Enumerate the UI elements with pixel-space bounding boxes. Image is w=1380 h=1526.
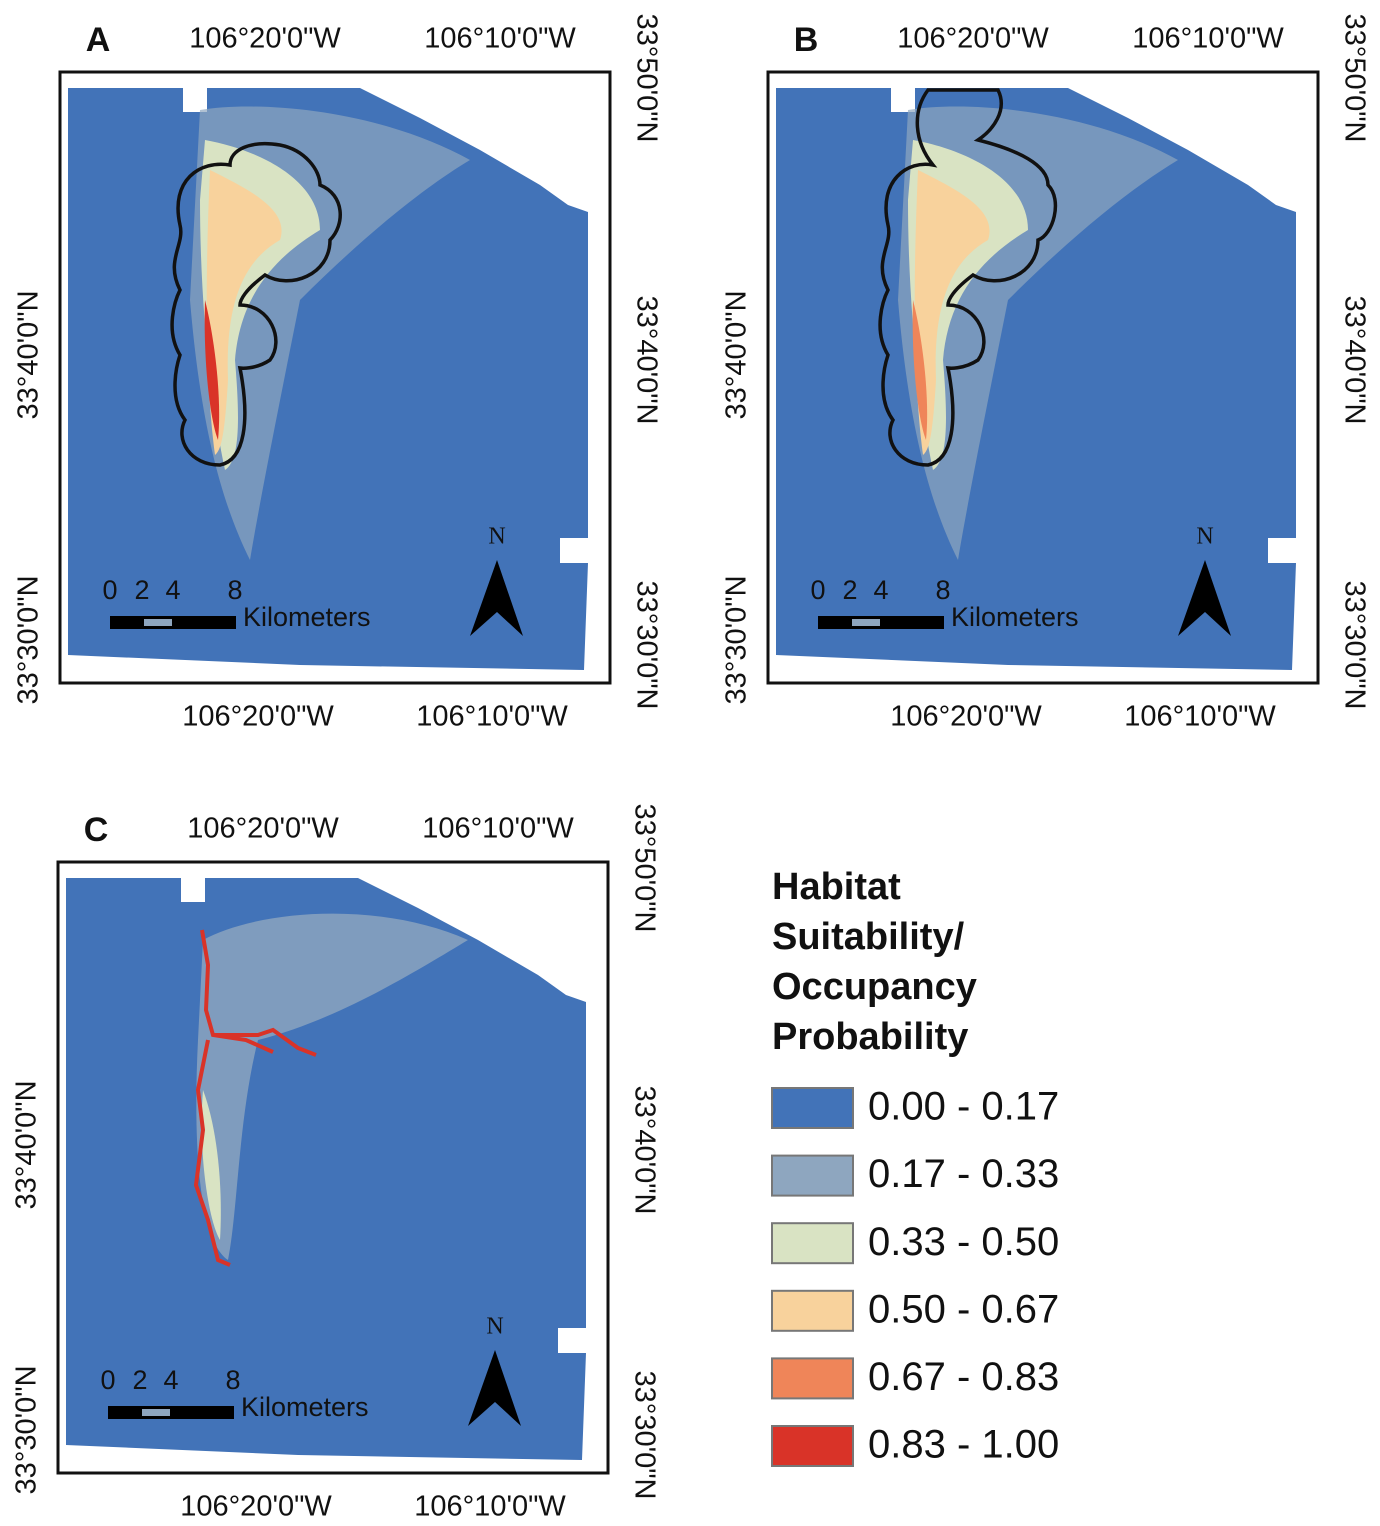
latitude-label: 33°40'0"N bbox=[13, 290, 45, 419]
latitude-label: 33°30'0"N bbox=[11, 1365, 43, 1494]
north-label: N bbox=[1196, 524, 1213, 550]
scale-unit: Kilometers bbox=[951, 602, 1079, 632]
map-panel: C 106°20'0"W 106°10'0"W 106°20'0"W 106°10'0"… bbox=[11, 803, 661, 1522]
longitude-label: 106°20'0"W bbox=[182, 701, 334, 733]
latitude-label: 33°40'0"N bbox=[628, 1085, 660, 1214]
latitude-label: 33°40'0"N bbox=[1338, 295, 1370, 424]
legend-title: Suitability/ bbox=[772, 916, 965, 958]
north-label: N bbox=[488, 524, 505, 550]
habitat-high bbox=[914, 170, 990, 455]
scale-bar-seg bbox=[142, 1409, 170, 1416]
latitude-label: 33°40'0"N bbox=[630, 295, 662, 424]
latitude-label: 33°30'0"N bbox=[1338, 580, 1370, 709]
longitude-label: 106°20'0"W bbox=[890, 701, 1042, 733]
panel-label: C bbox=[84, 811, 109, 849]
longitude-label: 106°20'0"W bbox=[189, 23, 341, 55]
scale-bar-seg bbox=[144, 619, 172, 626]
scale-label: 4 bbox=[165, 575, 180, 605]
latitude-label: 33°50'0"N bbox=[1338, 13, 1370, 142]
north-arrow bbox=[470, 560, 523, 636]
scale-unit: Kilometers bbox=[243, 602, 371, 632]
map-panel: A 106°20'0"W 106°10'0"W 106°20'0"W 106°10'0"… bbox=[13, 13, 663, 732]
north-arrow bbox=[1178, 560, 1231, 636]
habitat-low bbox=[196, 913, 468, 1260]
occupancy-outline bbox=[170, 142, 342, 467]
north-label: N bbox=[486, 1314, 503, 1340]
scale-label: 0 bbox=[810, 575, 825, 605]
latitude-label: 33°30'0"N bbox=[628, 1370, 660, 1499]
longitude-label: 106°20'0"W bbox=[180, 1491, 332, 1521]
scale-unit: Kilometers bbox=[241, 1392, 369, 1422]
legend-label: 0.50 - 0.67 bbox=[868, 1287, 1059, 1331]
latitude-label: 33°40'0"N bbox=[11, 1080, 43, 1209]
panel-label: B bbox=[794, 21, 819, 59]
longitude-label: 106°20'0"W bbox=[187, 813, 339, 845]
legend-label: 0.67 - 0.83 bbox=[868, 1355, 1059, 1399]
legend-title: Probability bbox=[772, 1016, 968, 1058]
scale-label: 4 bbox=[163, 1365, 178, 1395]
occupancy-outline bbox=[878, 88, 1058, 467]
scale-bar bbox=[818, 616, 944, 629]
map-panel: B 106°20'0"W 106°10'0"W 106°20'0"W 106°10'0"… bbox=[721, 13, 1371, 732]
latitude-label: 33°50'0"N bbox=[628, 803, 660, 932]
scale-label: 0 bbox=[102, 575, 117, 605]
scale-label: 4 bbox=[873, 575, 888, 605]
longitude-label: 106°10'0"W bbox=[414, 1491, 566, 1521]
legend-swatch bbox=[771, 1154, 854, 1197]
stream-corridor bbox=[193, 929, 317, 1267]
scale-label: 0 bbox=[100, 1365, 115, 1395]
longitude-label: 106°10'0"W bbox=[416, 701, 568, 733]
north-arrow bbox=[468, 1350, 521, 1426]
legend-label: 0.17 - 0.33 bbox=[868, 1152, 1059, 1196]
longitude-label: 106°10'0"W bbox=[422, 813, 574, 845]
legend-title: Occupancy bbox=[772, 966, 977, 1008]
scale-bar bbox=[110, 616, 236, 629]
longitude-label: 106°10'0"W bbox=[1124, 701, 1276, 733]
legend-swatch bbox=[771, 1289, 854, 1332]
latitude-label: 33°30'0"N bbox=[721, 575, 753, 704]
habitat-high bbox=[206, 170, 282, 455]
scale-label: 2 bbox=[134, 575, 149, 605]
scale-label: 8 bbox=[935, 575, 950, 605]
longitude-label: 106°10'0"W bbox=[424, 23, 576, 55]
scale-label: 8 bbox=[225, 1365, 240, 1395]
habitat-top bbox=[912, 300, 928, 440]
study-area bbox=[66, 878, 586, 1460]
legend-swatch bbox=[771, 1222, 854, 1265]
legend-label: 0.00 - 0.17 bbox=[868, 1085, 1059, 1129]
latitude-label: 33°30'0"N bbox=[630, 580, 662, 709]
legend-swatch bbox=[771, 1087, 854, 1129]
longitude-label: 106°10'0"W bbox=[1132, 23, 1284, 55]
legend-swatch bbox=[771, 1357, 854, 1400]
legend-label: 0.33 - 0.50 bbox=[868, 1220, 1059, 1264]
latitude-label: 33°40'0"N bbox=[721, 290, 753, 419]
scale-label: 2 bbox=[132, 1365, 147, 1395]
scale-label: 8 bbox=[227, 575, 242, 605]
legend-title: Habitat bbox=[772, 866, 901, 908]
latitude-label: 33°30'0"N bbox=[13, 575, 45, 704]
habitat-mid bbox=[201, 1090, 221, 1240]
scale-bar-seg bbox=[852, 619, 880, 626]
longitude-label: 106°20'0"W bbox=[897, 23, 1049, 55]
panel-label: A bbox=[86, 21, 111, 59]
legend-label: 0.83 - 1.00 bbox=[868, 1423, 1059, 1467]
scale-bar bbox=[108, 1406, 234, 1419]
habitat-top bbox=[204, 300, 220, 440]
scale-label: 2 bbox=[842, 575, 857, 605]
legend-swatch bbox=[771, 1425, 854, 1467]
latitude-label: 33°50'0"N bbox=[630, 13, 662, 142]
